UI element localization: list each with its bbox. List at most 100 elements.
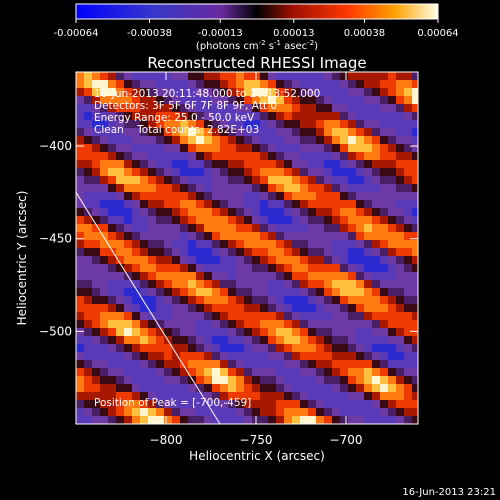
heatmap-cell — [268, 240, 276, 248]
heatmap-cell — [204, 208, 212, 216]
heatmap-cell — [156, 408, 164, 416]
heatmap-cell — [220, 240, 228, 248]
heatmap-cell — [92, 256, 100, 264]
heatmap-cell — [396, 104, 404, 112]
heatmap-cell — [180, 336, 188, 344]
heatmap-cell — [324, 240, 332, 248]
heatmap-cell — [180, 408, 188, 416]
heatmap-cell — [140, 200, 148, 208]
heatmap-cell — [116, 192, 124, 200]
heatmap-cell — [356, 176, 364, 184]
heatmap-cell — [372, 152, 380, 160]
heatmap-cell — [332, 216, 340, 224]
heatmap-cell — [340, 240, 348, 248]
heatmap-cell — [356, 232, 364, 240]
heatmap-cell — [148, 160, 156, 168]
heatmap-cell — [76, 168, 84, 176]
heatmap-cell — [156, 400, 164, 408]
heatmap-cell — [396, 352, 404, 360]
heatmap-cell — [284, 240, 292, 248]
heatmap-cell — [284, 392, 292, 400]
heatmap-cell — [252, 192, 260, 200]
heatmap-cell — [372, 184, 380, 192]
heatmap-cell — [316, 384, 324, 392]
x-tick-label: −800 — [150, 433, 183, 447]
heatmap-cell — [108, 176, 116, 184]
heatmap-cell — [92, 280, 100, 288]
heatmap-cell — [324, 192, 332, 200]
heatmap-cell — [292, 352, 300, 360]
heatmap-cell — [340, 320, 348, 328]
heatmap-cell — [220, 128, 228, 136]
heatmap-cell — [188, 232, 196, 240]
heatmap-cell — [116, 200, 124, 208]
heatmap-cell — [116, 288, 124, 296]
heatmap-cell — [204, 376, 212, 384]
heatmap-cell — [324, 184, 332, 192]
heatmap-cell — [276, 248, 284, 256]
heatmap-cell — [364, 408, 372, 416]
heatmap-cell — [148, 224, 156, 232]
heatmap-cell — [268, 168, 276, 176]
heatmap-cell — [124, 168, 132, 176]
heatmap-cell — [100, 144, 108, 152]
heatmap-cell — [340, 408, 348, 416]
heatmap-cell — [188, 152, 196, 160]
heatmap-cell — [204, 192, 212, 200]
heatmap-cell — [292, 200, 300, 208]
heatmap-cell — [380, 88, 388, 96]
heatmap-cell — [356, 152, 364, 160]
heatmap-cell — [388, 248, 396, 256]
heatmap-cell — [180, 256, 188, 264]
heatmap-cell — [84, 280, 92, 288]
heatmap-cell — [76, 344, 84, 352]
heatmap-cell — [324, 224, 332, 232]
heatmap-cell — [140, 232, 148, 240]
heatmap-cell — [292, 304, 300, 312]
heatmap-cell — [396, 368, 404, 376]
heatmap-cell — [260, 264, 268, 272]
heatmap-cell — [300, 168, 308, 176]
heatmap-cell — [180, 264, 188, 272]
heatmap-cell — [388, 416, 396, 424]
heatmap-cell — [156, 104, 164, 112]
heatmap-cell — [308, 192, 316, 200]
heatmap-cell — [204, 136, 212, 144]
heatmap-cell — [196, 168, 204, 176]
heatmap-cell — [100, 120, 108, 128]
heatmap-cell — [388, 304, 396, 312]
heatmap-cell — [260, 200, 268, 208]
heatmap-cell — [172, 344, 180, 352]
heatmap-cell — [236, 216, 244, 224]
heatmap-cell — [340, 360, 348, 368]
heatmap-cell — [140, 312, 148, 320]
heatmap-cell — [76, 280, 84, 288]
heatmap-cell — [212, 320, 220, 328]
x-tick-label: −750 — [240, 433, 273, 447]
heatmap-cell — [332, 376, 340, 384]
heatmap-cell — [100, 248, 108, 256]
heatmap-cell — [276, 320, 284, 328]
heatmap-cell — [412, 72, 418, 80]
heatmap-cell — [276, 160, 284, 168]
heatmap-cell — [292, 112, 300, 120]
heatmap-cell — [172, 216, 180, 224]
heatmap-cell — [100, 416, 108, 424]
heatmap-cell — [348, 96, 356, 104]
heatmap-cell — [308, 200, 316, 208]
heatmap-cell — [212, 240, 220, 248]
heatmap-cell — [84, 416, 92, 424]
colorbar-tick-label: -0.00013 — [198, 28, 243, 39]
heatmap-cell — [276, 176, 284, 184]
heatmap-cell — [260, 272, 268, 280]
heatmap-cell — [228, 240, 236, 248]
heatmap-cell — [284, 384, 292, 392]
heatmap-cell — [180, 144, 188, 152]
heatmap-cell — [196, 344, 204, 352]
y-axis-ticks: −400−450−500 — [39, 139, 418, 338]
heatmap-cell — [236, 120, 244, 128]
heatmap-cell — [140, 216, 148, 224]
heatmap-cell — [356, 168, 364, 176]
heatmap-cell — [116, 264, 124, 272]
heatmap-cell — [268, 152, 276, 160]
